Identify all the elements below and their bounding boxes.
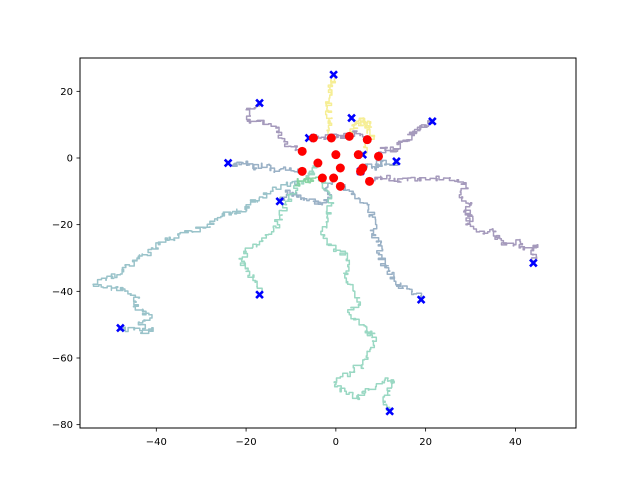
y-tick-label: −60 (52, 354, 73, 365)
x-axis: −40 −20 0 20 40 (146, 428, 522, 448)
end-marker (392, 157, 401, 166)
walk-line-1 (324, 74, 337, 139)
end-marker (347, 113, 356, 123)
start-marker (326, 133, 336, 143)
walk-line-5 (308, 130, 369, 141)
series-layer (92, 74, 539, 412)
walk-line-13 (320, 177, 395, 412)
start-marker (329, 173, 339, 183)
start-marker (297, 146, 307, 156)
end-marker (416, 295, 426, 304)
y-tick-label: −20 (52, 220, 73, 231)
x-tick-label: 20 (419, 437, 432, 448)
walk-line-9 (278, 176, 334, 206)
walk-line-8 (227, 160, 303, 174)
walk-line-11 (92, 180, 300, 335)
end-marker (255, 98, 264, 108)
walk-line-4 (367, 174, 539, 263)
start-marker (373, 151, 383, 161)
start-marker (313, 158, 323, 168)
start-marker (335, 181, 345, 191)
y-tick-label: −40 (52, 287, 73, 298)
walk-line-6 (245, 103, 303, 153)
walk-line-10 (339, 183, 423, 300)
y-axis: −80 −60 −40 −20 0 20 (52, 87, 80, 431)
x-tick-label: 40 (509, 437, 522, 448)
start-marker (308, 133, 318, 143)
start-marker (335, 163, 345, 173)
y-tick-label: 0 (67, 154, 73, 165)
x-tick-label: −40 (146, 437, 167, 448)
end-marker (223, 158, 233, 168)
plot-frame (79, 57, 577, 429)
walk-line-3 (376, 119, 434, 158)
start-marker (358, 163, 368, 173)
start-marker (353, 150, 363, 160)
start-marker (365, 176, 375, 186)
plot-area (80, 58, 576, 428)
start-marker (344, 131, 354, 141)
start-marker (317, 173, 327, 183)
end-marker (275, 197, 285, 206)
end-marker (329, 70, 338, 79)
y-tick-label: −80 (52, 420, 73, 431)
start-marker (297, 166, 307, 176)
end-marker (116, 323, 125, 333)
walk-line-12 (238, 162, 322, 295)
start-marker (362, 135, 372, 145)
end-marker (428, 117, 437, 126)
y-tick-label: 20 (60, 87, 73, 98)
x-tick-label: 0 (333, 437, 339, 448)
marker-layer (116, 70, 538, 416)
x-tick-label: −20 (236, 437, 257, 448)
end-marker (529, 258, 538, 268)
start-marker (331, 150, 341, 160)
end-marker (255, 290, 264, 299)
end-marker (385, 407, 395, 416)
